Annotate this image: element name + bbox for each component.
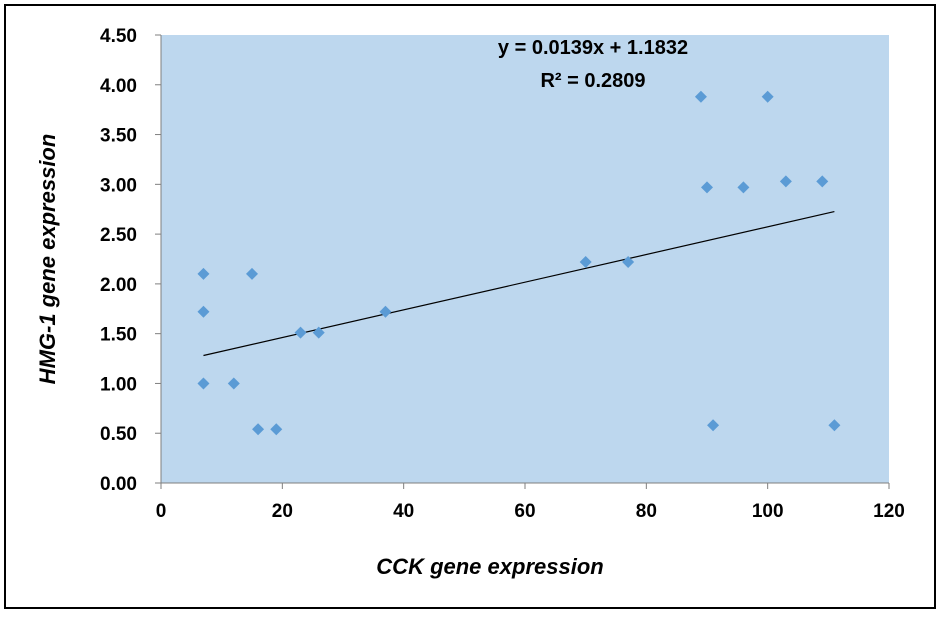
y-axis-title: HMG-1 gene expression — [35, 134, 60, 385]
trendline-equation: y = 0.0139x + 1.1832 — [498, 37, 688, 59]
data-point — [197, 377, 210, 390]
data-point — [227, 377, 240, 390]
y-tick-label: 4.00 — [100, 76, 137, 97]
y-tick-label: 3.00 — [100, 175, 137, 196]
x-tick-label: 0 — [156, 501, 167, 522]
y-tick-label: 2.00 — [100, 275, 137, 296]
data-point — [379, 305, 392, 318]
data-point — [270, 423, 283, 436]
tick-marks — [155, 34, 890, 489]
data-point — [694, 90, 707, 103]
y-tick-label: 0.50 — [100, 424, 137, 445]
data-point — [828, 419, 841, 432]
data-point — [761, 90, 774, 103]
y-tick-label: 2.50 — [100, 225, 137, 246]
x-tick-label: 80 — [636, 501, 657, 522]
x-tick-label: 60 — [514, 501, 535, 522]
data-point — [779, 175, 792, 188]
data-point — [579, 255, 592, 268]
data-point — [622, 255, 635, 268]
data-point — [701, 181, 713, 194]
y-tick-label: 1.50 — [100, 325, 137, 346]
plot-area — [161, 35, 889, 483]
x-tick-label: 40 — [393, 501, 414, 522]
data-points — [197, 90, 841, 436]
data-point — [816, 175, 829, 188]
data-point — [707, 419, 720, 432]
data-point — [246, 267, 258, 280]
data-point — [312, 326, 325, 339]
x-tick-label: 100 — [752, 501, 784, 522]
data-point — [252, 423, 265, 436]
y-tick-labels: 0.00 0.50 1.00 1.50 2.00 2.50 3.00 3.50 4.00 4.50 — [100, 26, 137, 495]
trendline — [203, 211, 835, 357]
data-point — [197, 267, 210, 280]
y-tick-label: 0.00 — [100, 474, 137, 495]
data-point — [197, 305, 210, 318]
x-tick-label: 20 — [272, 501, 293, 522]
y-tick-label: 4.50 — [100, 26, 137, 47]
x-tick-labels: 0 20 40 60 80 100 120 — [156, 501, 905, 522]
data-point — [737, 181, 750, 194]
data-point — [294, 326, 307, 339]
x-tick-label: 120 — [873, 501, 905, 522]
y-tick-label: 3.50 — [100, 126, 137, 147]
y-tick-label: 1.00 — [100, 374, 137, 395]
r-squared-label: R² = 0.2809 — [540, 70, 645, 92]
x-axis-title: CCK gene expression — [376, 554, 603, 579]
